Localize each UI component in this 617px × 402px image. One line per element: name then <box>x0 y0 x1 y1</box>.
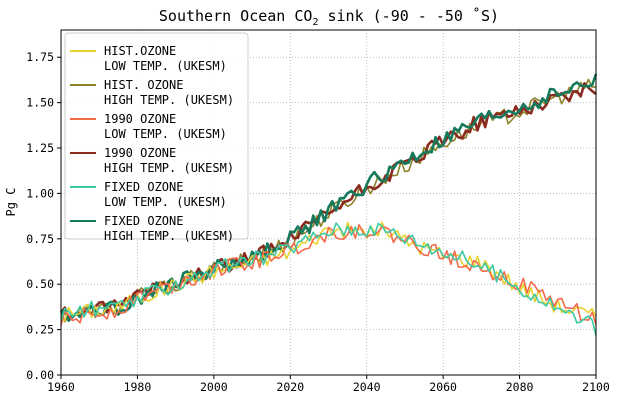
legend: HIST.OZONE LOW TEMP. (UKESM)HIST. OZONE … <box>64 32 249 243</box>
x-tick-label: 2000 <box>200 380 228 394</box>
x-tick-label: 2080 <box>506 380 534 394</box>
legend-entry-line1: 1990 OZONE <box>104 112 176 126</box>
series-line <box>60 222 597 336</box>
x-tick-label: 2020 <box>276 380 304 394</box>
x-tick-label: 2100 <box>582 380 610 394</box>
legend-entry-line2: LOW TEMP. (UKESM) <box>104 59 227 73</box>
y-tick-label: 1.50 <box>26 96 54 110</box>
legend-entry-line1: FIXED OZONE <box>104 214 183 228</box>
y-tick-label: 1.00 <box>26 186 54 200</box>
plot-frame <box>60 29 597 376</box>
series-lines <box>59 73 598 336</box>
y-tick-label: 0.25 <box>26 323 54 337</box>
legend-entry-line1: 1990 OZONE <box>104 146 176 160</box>
legend-box <box>64 32 249 240</box>
legend-entry-line2: HIGH TEMP. (UKESM) <box>104 93 234 107</box>
legend-entry-line2: HIGH TEMP. (UKESM) <box>104 161 234 175</box>
y-tick-label: 0.00 <box>26 368 54 382</box>
legend-entry-line2: HIGH TEMP. (UKESM) <box>104 229 234 243</box>
legend-entry-line1: HIST. OZONE <box>104 78 183 92</box>
y-tick-label: 1.25 <box>26 141 54 155</box>
y-axis: 0.00 0.25 0.50 0.75 1.00 1.25 1.50 1.75 <box>26 50 61 382</box>
y-tick-label: 1.75 <box>26 50 54 64</box>
x-tick-label: 1960 <box>47 380 75 394</box>
legend-entry-line2: LOW TEMP. (UKESM) <box>104 195 227 209</box>
y-tick-label: 0.75 <box>26 232 54 246</box>
legend-entry-line2: LOW TEMP. (UKESM) <box>104 127 227 141</box>
x-tick-label: 2060 <box>429 380 457 394</box>
x-tick-label: 1980 <box>124 380 152 394</box>
x-axis: 1960 1980 2000 2020 2040 2060 2080 2100 <box>47 375 610 394</box>
chart-title: Southern Ocean CO2 sink (-90 - -50 ˚S) <box>159 7 499 28</box>
y-axis-label: Pg C <box>4 188 18 217</box>
legend-entry-line1: HIST.OZONE <box>104 44 176 58</box>
y-tick-label: 0.50 <box>26 277 54 291</box>
x-tick-label: 2040 <box>353 380 381 394</box>
legend-entry-line1: FIXED OZONE <box>104 180 183 194</box>
